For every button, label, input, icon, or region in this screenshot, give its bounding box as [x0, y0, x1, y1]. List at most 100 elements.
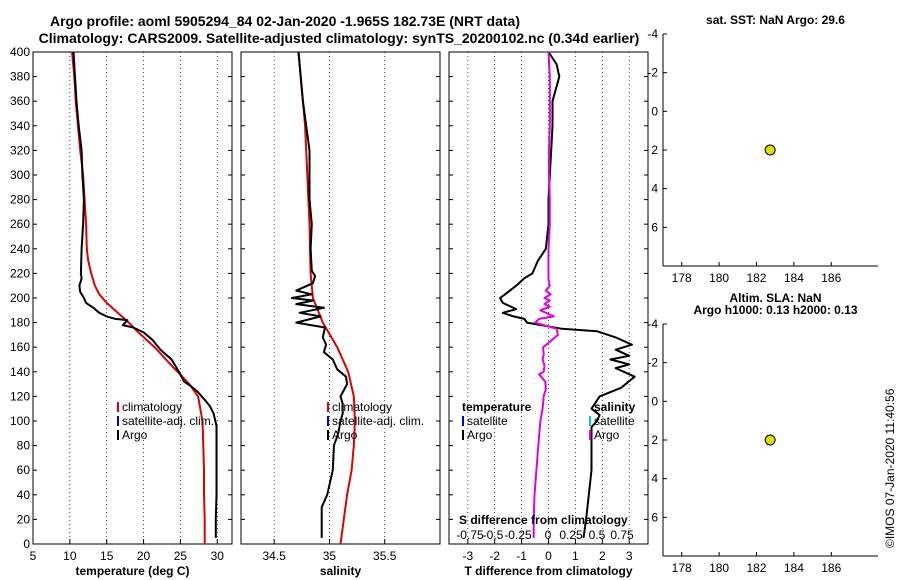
depth-label-14: 280: [10, 193, 30, 207]
depth-label-10: 200: [10, 291, 30, 305]
depth-label-6: 120: [10, 389, 30, 403]
temperature-legend-label-0: climatology: [122, 400, 182, 414]
salinity-legend-swatch-2: [327, 430, 329, 440]
depth-label-1: 20: [17, 512, 31, 526]
legend-t-swatch-0: [462, 416, 464, 426]
sst-ytick-label-3: 2: [651, 143, 658, 157]
sst-xtick-label-0: 178: [672, 271, 692, 285]
sla-ytick-label-1: -2: [647, 356, 658, 370]
depth-label-2: 40: [17, 488, 31, 502]
temperature-axes-box: [32, 51, 233, 545]
depth-label-11: 220: [10, 266, 30, 280]
legend-t-title: temperature: [462, 400, 532, 414]
salinity-axes-box: [240, 51, 441, 545]
depth-label-5: 100: [10, 414, 30, 428]
sst-ytick-label-1: -2: [647, 66, 658, 80]
salinity-tick-label-2: 35.5: [373, 549, 397, 563]
difference-tick-label-1: -2: [489, 549, 500, 563]
salinity-legend-label-2: Argo: [332, 428, 358, 442]
temperature-legend-swatch-2: [117, 430, 119, 440]
depth-label-3: 60: [17, 463, 31, 477]
difference-xlabel2: S difference from climatology: [459, 513, 628, 527]
sla-ytick-label-0: -4: [647, 317, 658, 331]
salinity-line-0: [297, 51, 356, 545]
difference-tick-label-3: 0: [545, 549, 552, 563]
salinity-diff-tick-label-4: 0.25: [559, 528, 583, 542]
difference-tick-label-6: 3: [626, 549, 633, 563]
legend-t-swatch-1: [462, 430, 464, 440]
salinity-diff-tick-label-6: 0.75: [610, 528, 634, 542]
temperature-tick-label-4: 25: [174, 549, 188, 563]
depth-label-16: 320: [10, 143, 30, 157]
salinity-legend-label-1: satellite-adj. clim.: [332, 414, 424, 428]
sla-title: Altim. SLA: NaN: [729, 291, 821, 305]
difference-tick-label-2: -1: [516, 549, 527, 563]
sla-point-0: [764, 434, 776, 446]
legend-t-label-0: satellite: [467, 414, 508, 428]
sla-xtick-label-0: 178: [672, 561, 692, 575]
temperature-tick-label-0: 5: [30, 549, 37, 563]
sla-xtick-label-4: 186: [821, 561, 841, 575]
sst-title: sat. SST: NaN Argo: 29.6: [706, 13, 845, 27]
salinity-tick-label-0: 34.5: [262, 549, 286, 563]
sla-ytick-label-4: 4: [651, 472, 658, 486]
salinity-diff-tick-label-1: -0.5: [483, 528, 504, 542]
difference-tick-label-0: -3: [462, 549, 473, 563]
difference-xlabel: T difference from climatology: [464, 564, 632, 578]
sla-ytick-label-2: 0: [651, 394, 658, 408]
legend-s-label-0: satellite: [594, 414, 635, 428]
salinity-xlabel: salinity: [320, 564, 362, 578]
sst-ytick-label-0: -4: [647, 27, 658, 41]
sst-chart: -4 -2 0 2 4 6 178 180 182 184 186 sat. SST: NaN Arg…: [647, 13, 878, 285]
temperature-xlabel: temperature (deg C): [75, 564, 189, 578]
depth-label-12: 240: [10, 242, 30, 256]
depth-label-4: 80: [17, 439, 31, 453]
temperature-tick-label-2: 15: [100, 549, 114, 563]
salinity-diff-tick-label-5: 0.5: [589, 528, 606, 542]
depth-label-7: 140: [10, 365, 30, 379]
imos-timestamp: ©IMOS 07-Jan-2020 11:40:56: [883, 388, 897, 548]
figure-title-line2: Climatology: CARS2009. Satellite-adjuste…: [39, 30, 640, 46]
sst-xtick-label-4: 186: [821, 271, 841, 285]
sla-subtitle: Argo h1000: 0.13 h2000: 0.13: [693, 303, 857, 317]
difference-line-1: [532, 51, 559, 538]
temperature-tick-label-1: 10: [63, 549, 77, 563]
temperature-legend-label-1: satellite-adj. clim.: [122, 414, 214, 428]
temperature-legend-swatch-0: [117, 402, 119, 412]
sla-xtick-label-2: 182: [746, 561, 766, 575]
salinity-legend-label-0: climatology: [332, 400, 392, 414]
temperature-line-1: [72, 51, 218, 538]
sla-xtick-label-3: 184: [784, 561, 804, 575]
salinity-legend-swatch-0: [327, 402, 329, 412]
sla-xtick-label-1: 180: [709, 561, 729, 575]
temperature-tick-label-3: 20: [137, 549, 151, 563]
salinity-tick-label-1: 35: [323, 549, 337, 563]
sst-xtick-label-2: 182: [746, 271, 766, 285]
legend-s-title: salinity: [594, 400, 636, 414]
temperature-legend-swatch-1: [117, 416, 119, 426]
sst-xtick-label-1: 180: [709, 271, 729, 285]
sst-ytick-label-4: 4: [651, 182, 658, 196]
temperature-legend-label-2: Argo: [122, 428, 148, 442]
depth-label-15: 300: [10, 168, 30, 182]
depth-label-13: 260: [10, 217, 30, 231]
temperature-tick-label-5: 30: [211, 549, 225, 563]
depth-label-0: 0: [23, 537, 30, 551]
salinity-legend-swatch-1: [327, 416, 329, 426]
sla-chart: -4 -2 0 2 4 6 178 180 182 184 186 Altim. SLA: NaNAr…: [647, 291, 878, 575]
sst-ytick-label-5: 6: [651, 220, 658, 234]
figure-title-line1: Argo profile: aoml 5905294_84 02-Jan-202…: [50, 13, 520, 29]
legend-t-label-1: Argo: [467, 428, 493, 442]
legend-s-swatch-0: [589, 416, 591, 426]
depth-label-8: 160: [10, 340, 30, 354]
salinity-diff-tick-label-0: -0.75: [456, 528, 484, 542]
sst-ytick-label-2: 0: [651, 104, 658, 118]
depth-label-19: 380: [10, 70, 30, 84]
sst-xtick-label-3: 184: [784, 271, 804, 285]
depth-label-18: 360: [10, 94, 30, 108]
depth-label-9: 180: [10, 316, 30, 330]
sla-ytick-label-5: 6: [651, 510, 658, 524]
legend-s-label-1: Argo: [594, 428, 620, 442]
sla-ytick-label-3: 2: [651, 433, 658, 447]
sst-point-0: [764, 144, 776, 156]
